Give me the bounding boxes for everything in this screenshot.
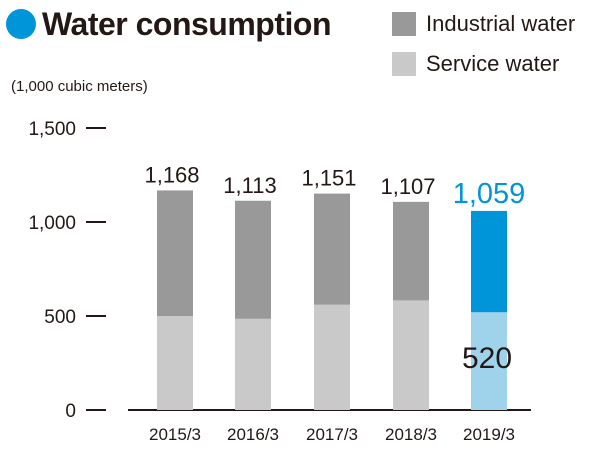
bar-industrial-water (235, 200, 271, 319)
legend-swatch-service (392, 52, 416, 76)
data-label-total: 1,168 (144, 162, 199, 187)
bar-industrial-water (471, 210, 507, 313)
x-category-label: 2015/3 (149, 425, 201, 444)
x-category-label: 2017/3 (306, 425, 358, 444)
bar-industrial-water (314, 193, 350, 305)
legend-label-service: Service water (426, 51, 560, 76)
title-bullet-icon (6, 9, 36, 39)
x-category-label: 2018/3 (385, 425, 437, 444)
x-category-label: 2019/3 (463, 425, 515, 444)
data-label-total: 1,059 (453, 178, 526, 210)
data-label-total: 1,113 (223, 173, 276, 198)
chart-title: Water consumption (42, 5, 331, 42)
bar-industrial-water (157, 190, 193, 316)
legend-item-service: Service water (392, 49, 559, 79)
legend-swatch-industrial (392, 12, 416, 36)
legend-label-industrial: Industrial water (426, 11, 576, 36)
y-tick-label: 1,000 (28, 213, 76, 234)
bar-service-water (157, 316, 193, 410)
data-label-total: 1,107 (380, 174, 435, 199)
bar-service-water (471, 312, 507, 410)
chart-title-group: Water consumption (6, 4, 331, 44)
legend-item-industrial: Industrial water (392, 9, 575, 39)
x-category-label: 2016/3 (227, 425, 279, 444)
data-label-service: 520 (462, 342, 512, 375)
bar-service-water (314, 304, 350, 410)
y-tick-label: 0 (65, 401, 76, 422)
y-tick-label: 500 (44, 307, 76, 328)
bar-service-water (235, 318, 271, 410)
bar-service-water (393, 300, 429, 410)
y-tick-label: 1,500 (28, 119, 76, 140)
data-label-total: 1,151 (301, 166, 356, 191)
unit-label: (1,000 cubic meters) (11, 78, 148, 95)
bar-industrial-water (393, 201, 429, 301)
